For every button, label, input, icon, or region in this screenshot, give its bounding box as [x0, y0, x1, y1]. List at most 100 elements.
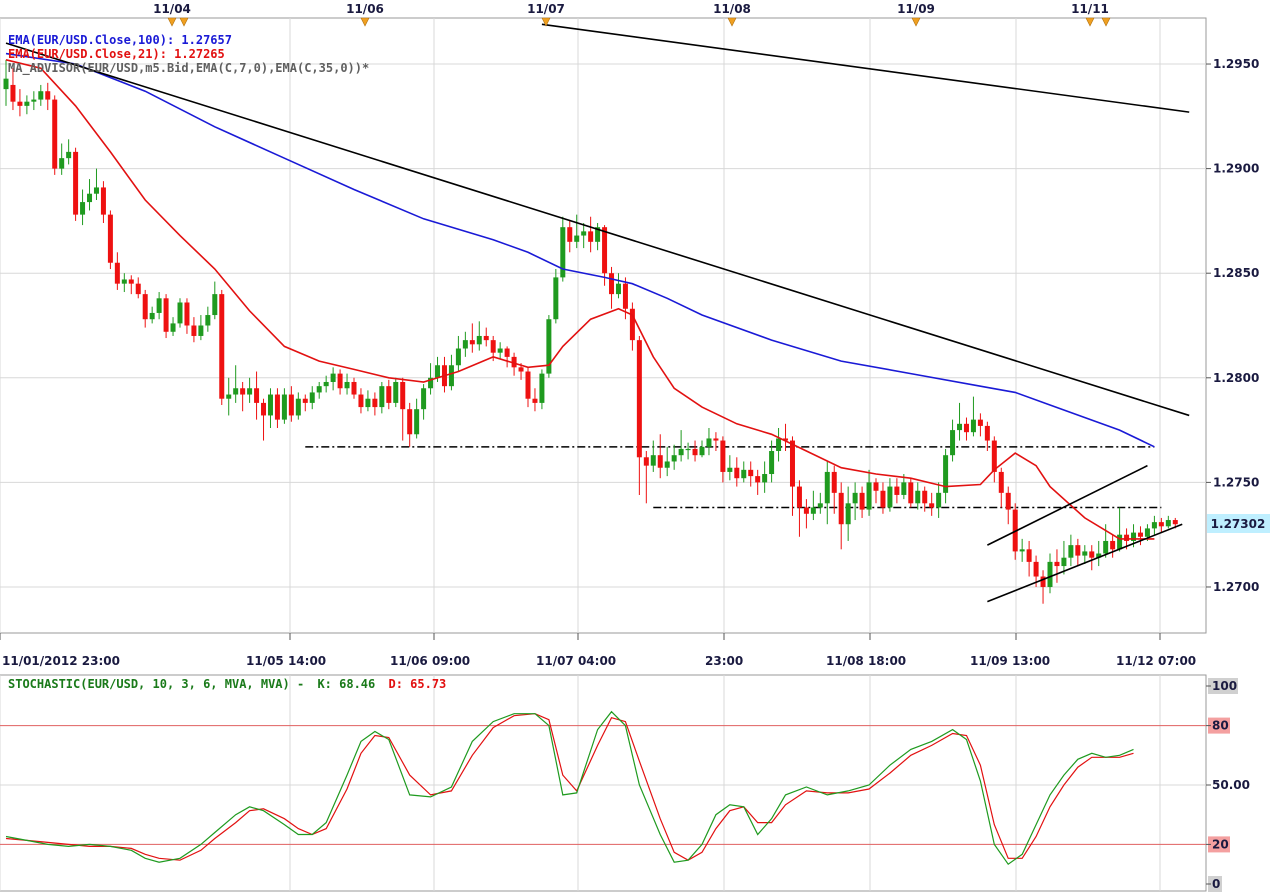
candle-body [288, 394, 294, 416]
price-grid [0, 18, 1206, 633]
candle-body [581, 231, 587, 236]
candle-body [281, 394, 287, 420]
candle-body [901, 482, 907, 495]
candle-body [1068, 545, 1074, 558]
candle-body [267, 394, 273, 416]
candle-body [295, 398, 301, 416]
stochastic-k-value: K: 68.46 [317, 677, 375, 691]
candle-body [1117, 534, 1123, 550]
price-tick-label: 1.2950 [1213, 57, 1259, 71]
candle-body [977, 419, 983, 426]
candle-body [1110, 540, 1116, 550]
candle-body [149, 312, 155, 320]
candle-body [142, 294, 148, 320]
support-levels [305, 446, 1162, 509]
candle-body [1019, 549, 1025, 552]
candle-body [546, 319, 552, 374]
top-date-label: 11/06 [346, 2, 384, 16]
stochastic-tick-label: 80 [1212, 719, 1229, 733]
stochastic-legend: STOCHASTIC(EUR/USD, 10, 3, 6, MVA, MVA) … [8, 677, 446, 691]
candle-body [219, 294, 225, 399]
last-price-label: 1.27302 [1211, 517, 1266, 531]
candle-body [525, 371, 531, 399]
candle-body [970, 419, 976, 433]
date-marker-icon [360, 17, 370, 27]
stochastic-tick-label: 100 [1212, 679, 1237, 693]
candle-body [1137, 532, 1143, 537]
stochastic-tick-label: 20 [1212, 837, 1229, 851]
candle-body [532, 398, 538, 403]
top-date-axis: 11/04 11/06 11/07 11/08 11/09 11/11 [153, 2, 1111, 27]
candle-body [66, 151, 72, 159]
date-marker-icon [911, 17, 921, 27]
stochastic-panel-frame [0, 674, 1207, 892]
x-tick-label: 11/08 18:00 [826, 654, 906, 668]
candle-body [226, 394, 232, 399]
candle-body [838, 492, 844, 525]
candle-body [922, 490, 928, 504]
x-tick-label: 23:00 [705, 654, 743, 668]
candle-body [1096, 553, 1102, 558]
candle-body [915, 490, 921, 504]
candle-body [991, 440, 997, 472]
candle-body [1033, 561, 1039, 577]
candle-body [810, 507, 816, 514]
candle-body [100, 187, 106, 215]
candle-body [128, 279, 134, 284]
candle-body [1124, 534, 1130, 541]
date-marker-icon [727, 17, 737, 27]
candle-body [24, 101, 30, 106]
date-marker-icon [167, 17, 177, 27]
candle-body [769, 451, 775, 475]
candle-body [657, 455, 663, 468]
candle-body [3, 78, 9, 90]
candle-body [936, 492, 942, 508]
stochastic-grid [0, 675, 1206, 891]
candle-body [574, 235, 580, 242]
candle-body [414, 409, 420, 435]
candle-body [692, 448, 698, 456]
candle-body [73, 151, 79, 215]
ema21-line [5, 59, 1155, 540]
candle-body [831, 471, 837, 493]
candle-body [274, 394, 280, 420]
candle-body [323, 381, 329, 387]
candle-body [984, 425, 990, 441]
candle-body [448, 365, 454, 387]
stochastic-max-badge [1208, 678, 1238, 694]
candle-body [469, 340, 475, 345]
price-y-axis: 1.2950 1.2900 1.2850 1.2800 1.2750 1.2700 [1206, 57, 1259, 594]
candle-body [1075, 545, 1081, 556]
candle-body [316, 386, 322, 393]
candle-body [337, 373, 343, 389]
date-marker-icon [179, 17, 189, 27]
candle-body [998, 471, 1004, 493]
price-tick-label: 1.2750 [1213, 475, 1259, 489]
candle-body [170, 323, 176, 332]
candle-body [845, 503, 851, 525]
trendline [5, 42, 1190, 417]
candle-body [163, 298, 169, 332]
candle-body [615, 283, 621, 295]
candle-body [184, 302, 190, 326]
candle-body [803, 507, 809, 514]
candle-body [539, 373, 545, 403]
candle-body [894, 486, 900, 495]
candle-body [1040, 576, 1046, 587]
candle-body [713, 438, 719, 441]
candle-body [400, 381, 406, 410]
candle-body [1172, 520, 1178, 525]
trendline [541, 23, 1190, 113]
candle-body [950, 430, 956, 456]
candle-body [497, 348, 503, 353]
candle-body [177, 302, 183, 324]
candle-body [455, 348, 461, 366]
candle-body [309, 392, 315, 403]
candle-body [87, 193, 93, 203]
x-tick-label: 11/09 13:00 [970, 654, 1050, 668]
candle-body [135, 283, 141, 295]
candle-body [17, 101, 23, 106]
candle-body [734, 467, 740, 479]
candle-body [198, 325, 204, 336]
